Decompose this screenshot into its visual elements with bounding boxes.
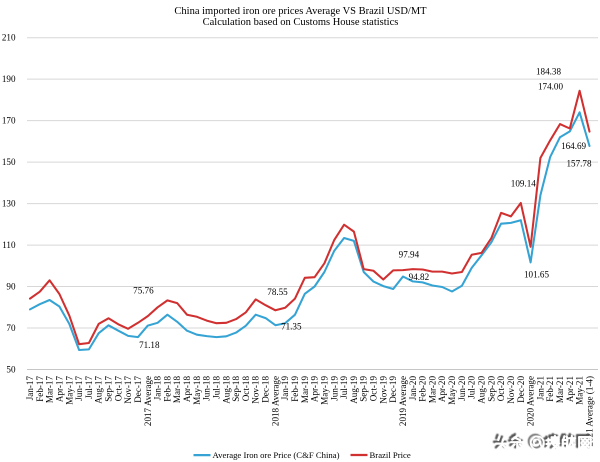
svg-text:Aug-20: Aug-20 <box>477 376 487 404</box>
svg-text:Jun-20: Jun-20 <box>457 376 467 401</box>
svg-text:Oct-19: Oct-19 <box>369 376 379 402</box>
svg-text:2021 Average (1-4): 2021 Average (1-4) <box>585 376 595 447</box>
svg-text:2017 Average: 2017 Average <box>143 376 153 426</box>
svg-text:May-20: May-20 <box>447 376 457 405</box>
svg-text:Brazil Price: Brazil Price <box>370 450 411 460</box>
svg-text:Dec-17: Dec-17 <box>133 376 143 403</box>
svg-text:157.78: 157.78 <box>566 159 591 169</box>
svg-text:Apr-19: Apr-19 <box>310 376 320 403</box>
svg-text:184.38: 184.38 <box>536 66 561 76</box>
svg-text:Feb-20: Feb-20 <box>418 376 428 402</box>
svg-text:Mar-17: Mar-17 <box>45 376 55 404</box>
svg-text:Apr-20: Apr-20 <box>437 376 447 403</box>
svg-text:May-19: May-19 <box>319 376 329 405</box>
svg-text:Jun-18: Jun-18 <box>202 376 212 401</box>
svg-text:Dec-19: Dec-19 <box>388 376 398 403</box>
svg-text:Nov-20: Nov-20 <box>506 376 516 404</box>
svg-text:Oct-20: Oct-20 <box>496 376 506 402</box>
svg-text:Jan-18: Jan-18 <box>153 376 163 401</box>
svg-text:Mar-19: Mar-19 <box>300 376 310 404</box>
svg-text:Nov-18: Nov-18 <box>251 376 261 404</box>
svg-text:Aug-18: Aug-18 <box>221 376 231 404</box>
svg-text:Sep-20: Sep-20 <box>486 376 496 402</box>
svg-text:Feb-17: Feb-17 <box>35 376 45 402</box>
svg-text:94.82: 94.82 <box>409 272 430 282</box>
svg-text:Jan-19: Jan-19 <box>280 376 290 401</box>
svg-text:Feb-19: Feb-19 <box>290 376 300 402</box>
svg-text:Oct-17: Oct-17 <box>113 376 123 402</box>
svg-text:71.35: 71.35 <box>281 322 302 332</box>
svg-text:May-21: May-21 <box>575 376 585 405</box>
svg-text:Nov-17: Nov-17 <box>123 376 133 404</box>
svg-text:Apr-17: Apr-17 <box>54 376 64 403</box>
svg-text:Apr-18: Apr-18 <box>182 376 192 403</box>
svg-text:Jan-21: Jan-21 <box>535 376 545 400</box>
svg-text:China imported iron ore prices: China imported iron ore prices Average V… <box>174 6 427 17</box>
svg-text:May-18: May-18 <box>192 376 202 405</box>
svg-text:Sep-18: Sep-18 <box>231 376 241 402</box>
svg-text:2020 Average: 2020 Average <box>526 376 536 426</box>
svg-text:110: 110 <box>2 240 16 250</box>
svg-text:Mar-18: Mar-18 <box>172 376 182 404</box>
svg-text:Oct-18: Oct-18 <box>241 376 251 402</box>
svg-text:Jun-19: Jun-19 <box>329 376 339 401</box>
svg-text:Nov-19: Nov-19 <box>378 376 388 404</box>
svg-text:170: 170 <box>2 116 16 126</box>
svg-text:70: 70 <box>6 323 16 333</box>
svg-text:150: 150 <box>2 157 16 167</box>
svg-text:78.55: 78.55 <box>267 287 288 297</box>
svg-text:Mar-21: Mar-21 <box>555 376 565 403</box>
svg-text:Jan-20: Jan-20 <box>408 376 418 401</box>
svg-text:164.69: 164.69 <box>561 141 586 151</box>
svg-text:174.00: 174.00 <box>538 81 563 91</box>
svg-text:101.65: 101.65 <box>524 270 549 280</box>
svg-text:130: 130 <box>2 199 16 209</box>
svg-text:50: 50 <box>6 364 16 374</box>
svg-text:Feb-18: Feb-18 <box>162 376 172 402</box>
svg-text:2019 Average: 2019 Average <box>398 376 408 426</box>
svg-text:Feb-21: Feb-21 <box>545 376 555 402</box>
svg-text:210: 210 <box>2 33 16 43</box>
svg-text:Aug-17: Aug-17 <box>94 376 104 404</box>
svg-text:Dec-18: Dec-18 <box>261 376 271 403</box>
svg-text:Jan-17: Jan-17 <box>25 376 35 401</box>
svg-text:Dec-20: Dec-20 <box>516 376 526 403</box>
svg-text:71.18: 71.18 <box>139 340 160 350</box>
svg-text:Mar-20: Mar-20 <box>427 376 437 404</box>
svg-text:109.14: 109.14 <box>511 178 536 188</box>
svg-text:2018 Average: 2018 Average <box>270 376 280 426</box>
svg-text:May-17: May-17 <box>64 376 74 405</box>
svg-text:Jun-17: Jun-17 <box>74 376 84 401</box>
svg-text:Sep-19: Sep-19 <box>359 376 369 402</box>
svg-text:Apr-21: Apr-21 <box>565 376 575 402</box>
svg-text:190: 190 <box>2 74 16 84</box>
svg-text:75.76: 75.76 <box>133 286 154 296</box>
svg-text:Jul-18: Jul-18 <box>212 376 222 399</box>
svg-text:Average Iron ore Price (C&F Ch: Average Iron ore Price (C&F China) <box>213 450 340 460</box>
svg-text:Jul-19: Jul-19 <box>339 376 349 399</box>
svg-text:90: 90 <box>6 281 16 291</box>
svg-text:Jul-20: Jul-20 <box>467 376 477 399</box>
svg-text:97.94: 97.94 <box>399 249 420 259</box>
svg-text:Jul-17: Jul-17 <box>84 376 94 399</box>
svg-text:Aug-19: Aug-19 <box>349 376 359 404</box>
svg-text:Sep-17: Sep-17 <box>104 376 114 402</box>
svg-text:Calculation based on Customs H: Calculation based on Customs House stati… <box>203 17 399 28</box>
